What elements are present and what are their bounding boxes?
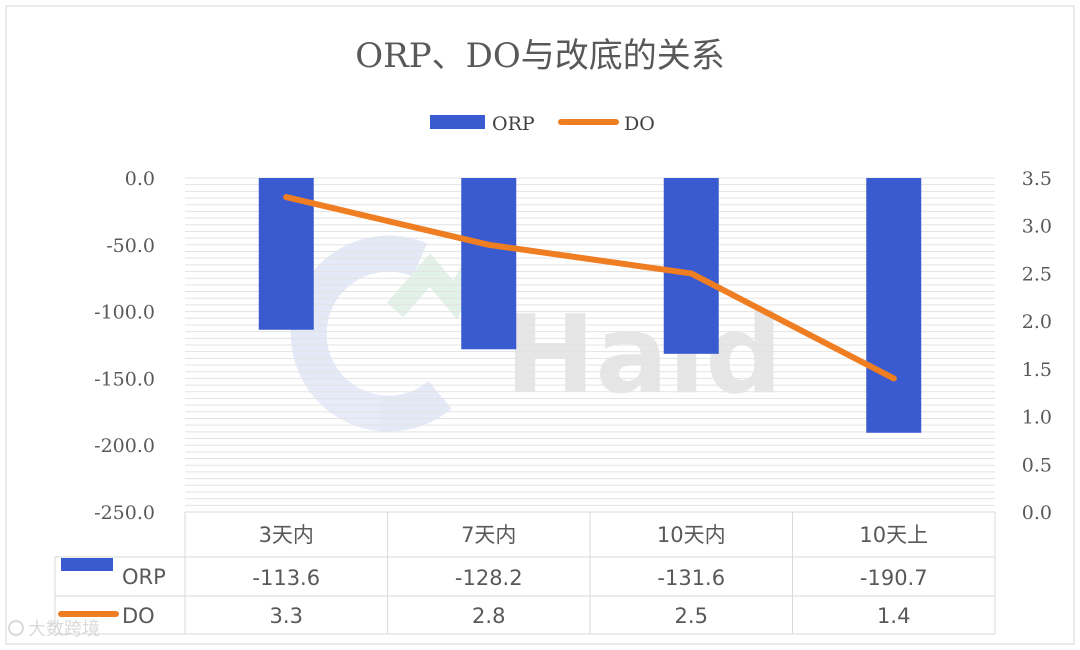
legend-label-do: DO: [624, 113, 655, 135]
table-cell-value: -128.2: [455, 566, 523, 590]
gridlines: [185, 177, 995, 513]
right-tick-label: 3.5: [1022, 168, 1052, 190]
do-point: [890, 375, 897, 382]
chart-title: ORP、DO与改底的关系: [355, 36, 724, 76]
table-row-label-orp: ORP: [122, 565, 166, 589]
table-cell-value: -190.7: [860, 566, 928, 590]
left-tick-label: -200.0: [94, 435, 155, 457]
left-axis: 0.0 -50.0 -100.0 -150.0 -200.0 -250.0: [94, 168, 155, 524]
orp-bar: [866, 178, 922, 433]
table-cell-value: 2.5: [675, 604, 708, 628]
data-table: ORP DO 3天内 7天内 10天内 10天上 -113.6 -128.2 -131.6 -…: [54, 511, 996, 635]
category-label: 7天内: [461, 523, 516, 547]
category-label: 3天内: [259, 523, 314, 547]
do-series: [283, 194, 897, 382]
left-tick-label: -50.0: [106, 235, 155, 257]
legend-label-orp: ORP: [492, 113, 535, 135]
table-cell-value: 1.4: [877, 604, 910, 628]
right-tick-label: 2.5: [1022, 263, 1052, 285]
orp-bar: [663, 178, 719, 354]
table-cell-value: 3.3: [270, 604, 303, 628]
category-label: 10天内: [657, 523, 726, 547]
left-tick-label: 0.0: [125, 168, 155, 190]
table-row-label-do: DO: [122, 604, 155, 628]
right-axis: 3.5 3.0 2.5 2.0 1.5 1.0 0.5 0.0: [1022, 168, 1052, 524]
category-label: 10天上: [859, 523, 928, 547]
table-cell-value: -131.6: [657, 566, 725, 590]
legend-swatch-orp: [430, 115, 485, 129]
do-line: [283, 194, 897, 382]
right-tick-label: 3.0: [1022, 216, 1052, 238]
right-tick-label: 1.0: [1022, 407, 1052, 429]
left-tick-label: -250.0: [94, 502, 155, 524]
weibo-icon: [8, 620, 24, 636]
watermark-caption: 大数跨境: [28, 619, 100, 640]
caption-watermark: 大数跨境: [8, 619, 100, 640]
right-tick-label: 1.5: [1022, 359, 1052, 381]
table-cell-value: 2.8: [472, 604, 505, 628]
left-tick-label: -150.0: [94, 368, 155, 390]
right-tick-label: 0.5: [1022, 454, 1052, 476]
left-tick-label: -100.0: [94, 302, 155, 324]
watermark-logo-text: Haid: [505, 293, 783, 418]
table-cell-value: -113.6: [252, 566, 320, 590]
right-tick-label: 2.0: [1022, 311, 1052, 333]
do-point: [688, 270, 695, 277]
legend: ORP DO: [430, 113, 655, 135]
orp-bar: [461, 178, 517, 350]
right-tick-label: 0.0: [1022, 502, 1052, 524]
do-point: [283, 194, 290, 201]
do-point: [485, 241, 492, 248]
table-swatch-orp: [61, 558, 113, 571]
